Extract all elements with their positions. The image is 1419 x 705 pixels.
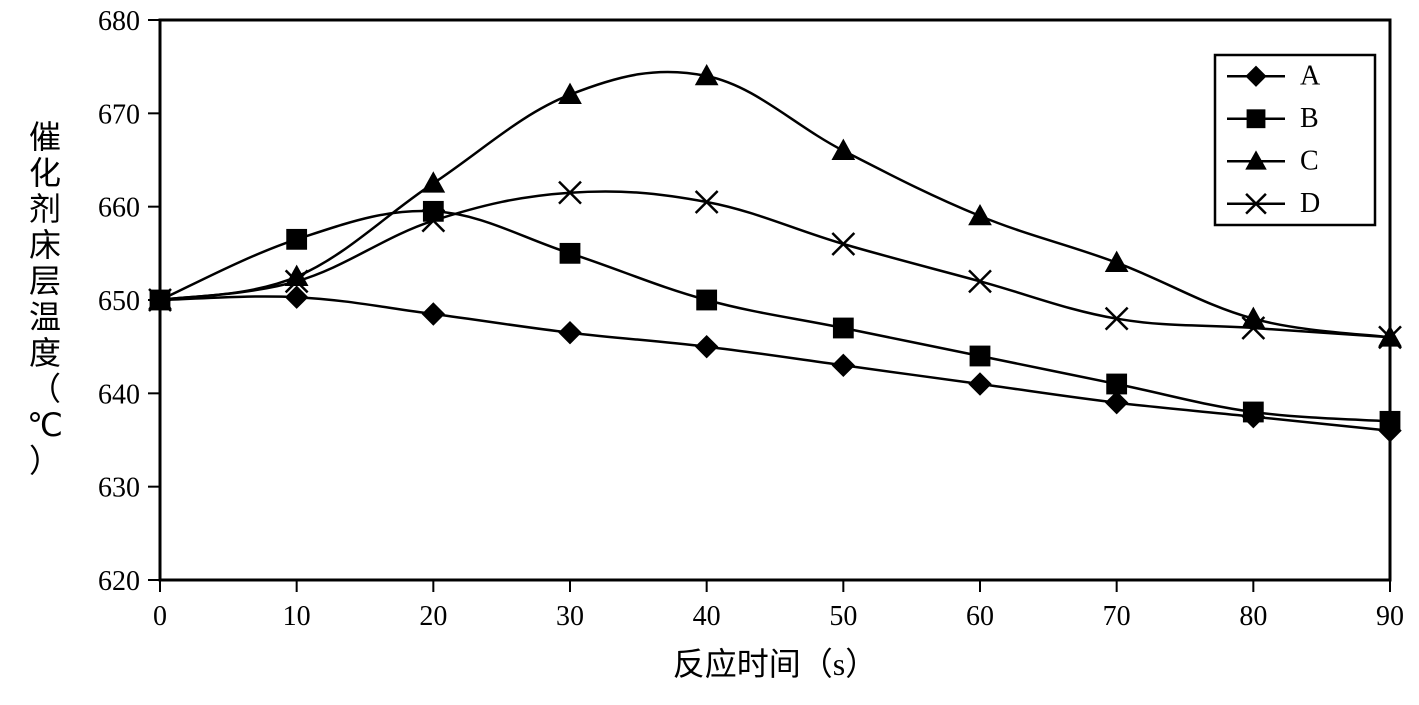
x-tick-label: 30	[556, 601, 584, 632]
legend: ABCD	[1215, 55, 1375, 225]
y-tick-label: 680	[98, 6, 140, 37]
y-tick-label: 640	[98, 379, 140, 410]
y-tick-label: 670	[98, 99, 140, 130]
legend-label: D	[1300, 188, 1320, 219]
y-axis-label-char: 催	[29, 119, 61, 155]
square-marker-icon	[833, 318, 853, 338]
chart-container: 0 10 20 30 40 50 60 70 80 90 620 630 640 650 660 670 680…	[0, 0, 1419, 705]
x-tick-label: 40	[693, 601, 721, 632]
series-line-a	[160, 296, 1390, 430]
diamond-marker-icon	[1106, 392, 1128, 414]
x-tick-label: 60	[966, 601, 994, 632]
y-tick-label: 650	[98, 286, 140, 317]
x-tick-label: 80	[1239, 601, 1267, 632]
square-marker-icon	[1380, 411, 1400, 431]
y-axis-label-char: 层	[29, 263, 61, 299]
y-axis-label-char: 度	[29, 335, 61, 371]
series-a	[149, 286, 1401, 441]
square-marker-icon	[970, 346, 990, 366]
series-d	[149, 182, 1401, 349]
y-axis-label-group: 催化剂床层温度（℃）	[27, 119, 63, 479]
chart-svg: 0 10 20 30 40 50 60 70 80 90 620 630 640 650 660 670 680…	[0, 0, 1419, 705]
series-b	[150, 201, 1400, 431]
legend-border	[1215, 55, 1375, 225]
y-tick-label: 660	[98, 193, 140, 224]
y-axis-label-char: ）	[29, 443, 61, 479]
x-tick-label: 0	[153, 601, 167, 632]
triangle-marker-icon	[559, 84, 581, 104]
legend-label: A	[1300, 61, 1321, 92]
square-marker-icon	[1243, 402, 1263, 422]
triangle-marker-icon	[969, 205, 991, 225]
diamond-marker-icon	[832, 354, 854, 376]
x-axis-label: 反应时间（s）	[673, 646, 877, 682]
triangle-marker-icon	[1106, 252, 1128, 272]
y-tick-label: 630	[98, 473, 140, 504]
y-axis-label-char: 化	[29, 155, 61, 191]
square-marker-icon	[1107, 374, 1127, 394]
x-tick-label: 50	[829, 601, 857, 632]
x-tick-label: 70	[1103, 601, 1131, 632]
x-tick-label: 90	[1376, 601, 1404, 632]
plot-border	[160, 20, 1390, 580]
x-tick-label: 20	[419, 601, 447, 632]
series-line-b	[160, 211, 1390, 421]
y-axis-label-char: 温	[29, 299, 61, 335]
diamond-marker-icon	[559, 322, 581, 344]
diamond-marker-icon	[696, 336, 718, 358]
y-axis-label-char: 剂	[29, 191, 61, 227]
square-marker-icon	[697, 290, 717, 310]
square-marker-icon	[287, 229, 307, 249]
square-marker-icon	[1247, 110, 1265, 128]
diamond-marker-icon	[969, 373, 991, 395]
series-line-c	[160, 72, 1390, 337]
triangle-marker-icon	[832, 140, 854, 160]
x-tick-label: 10	[283, 601, 311, 632]
y-axis-label-char: （	[29, 371, 61, 407]
square-marker-icon	[560, 243, 580, 263]
triangle-marker-icon	[422, 172, 444, 192]
diamond-marker-icon	[422, 303, 444, 325]
legend-label: B	[1300, 103, 1319, 134]
y-axis-label-char: 床	[29, 227, 61, 263]
diamond-marker-icon	[1246, 66, 1266, 86]
series-c	[149, 65, 1401, 346]
y-axis-label-char: ℃	[27, 407, 63, 443]
y-tick-label: 620	[98, 566, 140, 597]
legend-label: C	[1300, 146, 1319, 177]
